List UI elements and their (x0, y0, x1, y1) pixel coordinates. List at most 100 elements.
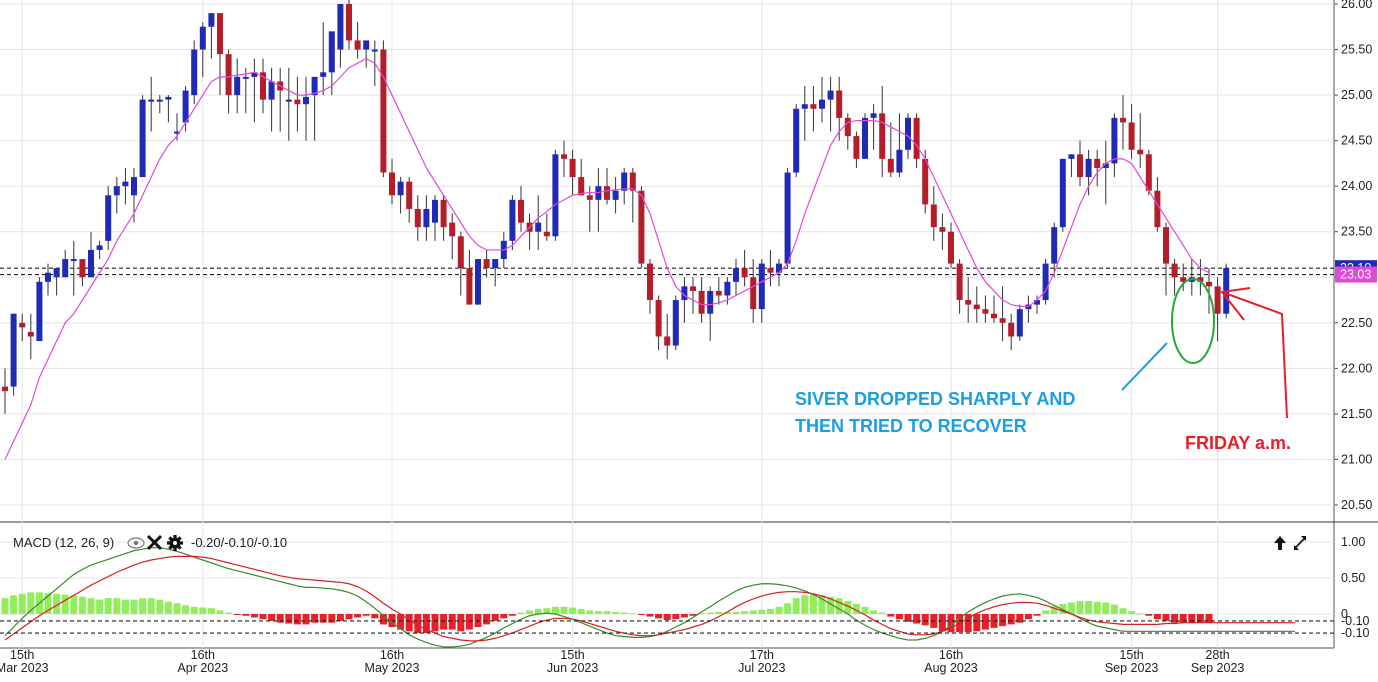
macd-bar-positive (766, 608, 774, 614)
candle-down (973, 304, 980, 310)
x-tick-day: 15th (1119, 648, 1143, 662)
macd-bar-negative (663, 614, 671, 621)
macd-bar-positive (216, 610, 224, 614)
macd-bar-negative (508, 614, 516, 616)
macd-bar-positive (741, 611, 749, 614)
macd-bar-negative (1171, 614, 1179, 623)
gear-icon[interactable] (167, 535, 183, 551)
x-tick-month: Jul 2023 (738, 661, 785, 675)
candle-up (535, 222, 542, 232)
macd-bar-negative (250, 614, 258, 618)
candle-down (449, 222, 456, 237)
macd-bar-negative (354, 614, 362, 618)
candle-down (414, 208, 421, 228)
macd-bar-positive (44, 593, 52, 614)
candle-down (1077, 154, 1083, 178)
x-tick-day: 16th (191, 648, 215, 662)
candle-up (1085, 158, 1092, 178)
candle-up (328, 31, 335, 73)
macd-bar-positive (1067, 602, 1075, 614)
macd-bar-positive (1050, 606, 1058, 614)
macd-bar-negative (921, 614, 929, 626)
y-tick-label: 25.50 (1341, 43, 1372, 57)
candle-up (45, 272, 51, 282)
macd-histogram (1, 592, 1213, 634)
candle-down (294, 99, 301, 105)
macd-bar-negative (483, 614, 491, 625)
x-tick-day: 15th (560, 648, 584, 662)
macd-bar-positive (792, 598, 800, 614)
candle-down (655, 300, 662, 337)
macd-bar-positive (18, 593, 26, 614)
macd-bar-positive (207, 608, 215, 614)
candle-down (879, 113, 886, 159)
macd-bar-negative (414, 614, 422, 634)
candle-up (96, 245, 103, 250)
annotation-blue-line-1: SIVER DROPPED SHARPLY AND (795, 389, 1075, 409)
candle-down (629, 172, 636, 191)
macd-bar-negative (302, 614, 310, 625)
macd-bar-negative (947, 614, 955, 633)
candle-up (234, 76, 241, 96)
macd-bar-negative (1145, 614, 1153, 616)
macd-bar-negative (689, 614, 697, 616)
candle-down (939, 227, 946, 232)
candle-up (1059, 158, 1066, 228)
candle-down (569, 158, 576, 178)
candle-up (862, 117, 868, 159)
macd-bar-positive (612, 611, 620, 614)
macd-bar-positive (104, 598, 112, 614)
candle-up (1102, 163, 1109, 168)
arrow-up-icon[interactable] (1274, 536, 1286, 550)
macd-bar-negative (1153, 614, 1161, 620)
candle-down (578, 177, 585, 196)
candle-down (19, 322, 26, 328)
macd-bar-positive (706, 612, 714, 614)
macd-bar-positive (87, 598, 95, 614)
x-tick-month: Apr 2023 (177, 661, 228, 675)
candle-down (1008, 322, 1015, 337)
macd-bar-positive (620, 612, 628, 614)
ma-line (4, 57, 1210, 460)
candle-down (1206, 281, 1212, 287)
price-grid (0, 0, 1334, 522)
candle-down (346, 4, 352, 41)
candle-down (1163, 227, 1169, 264)
macd-bar-negative (500, 614, 508, 619)
macd-bar-positive (534, 608, 542, 614)
macd-bar-positive (577, 608, 585, 614)
x-tick-day: 16th (380, 648, 404, 662)
candle-up (733, 268, 739, 282)
macd-bar-negative (465, 614, 473, 630)
macd-bar-positive (569, 607, 577, 614)
annotation-red-text: FRIDAY a.m. (1185, 433, 1291, 453)
candle-down (741, 268, 748, 278)
eye-icon[interactable] (127, 537, 145, 549)
macd-bar-positive (1, 598, 9, 614)
macd-bar-positive (53, 593, 61, 614)
macd-tick-label: 0.50 (1341, 571, 1365, 585)
candle-down (1137, 149, 1144, 155)
candle-up (36, 281, 43, 342)
macd-bar-negative (1162, 614, 1170, 621)
close-icon[interactable] (146, 534, 163, 551)
macd-bar-positive (586, 610, 594, 614)
macd-bar-negative (328, 614, 336, 623)
candle-down (380, 49, 387, 173)
candle-down (965, 300, 972, 305)
candle-up (148, 99, 155, 102)
macd-bar-negative (285, 614, 293, 624)
y-tick-label: 21.50 (1341, 407, 1372, 421)
macd-bar-negative (440, 614, 448, 630)
x-tick-month: Sep 2023 (1105, 661, 1159, 675)
macd-line (4, 547, 1295, 648)
expand-icon[interactable] (1293, 536, 1307, 550)
macd-bar-negative (311, 614, 319, 623)
candle-down (260, 72, 266, 100)
macd-bar-positive (1128, 611, 1136, 614)
macd-bar-positive (732, 611, 740, 614)
candle-up (242, 76, 249, 79)
macd-bar-negative (973, 614, 981, 632)
macd-bar-negative (371, 614, 379, 619)
